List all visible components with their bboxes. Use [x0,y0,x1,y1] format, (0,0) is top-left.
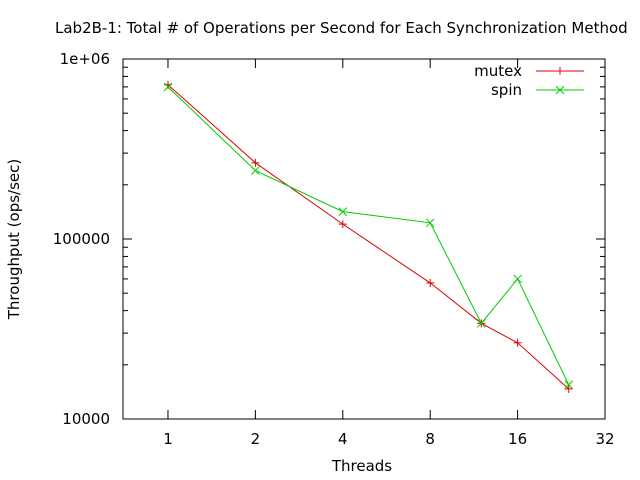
marker-cross-b [251,166,260,175]
marker-cross-b [564,380,574,390]
legend-marker [556,67,564,75]
data-point [163,82,173,92]
series-mutex [163,80,573,393]
legend-label: mutex [474,62,522,80]
marker-cross-b [513,274,522,284]
x-tick-label: 1 [163,430,173,448]
data-point [426,278,435,287]
x-tick-label: 2 [251,430,261,448]
marker-cross-b [476,318,486,328]
data-point [476,318,486,328]
data-point [564,380,574,390]
x-tick-label: 4 [338,430,348,448]
data-point [338,220,347,229]
x-tick-label: 16 [508,430,527,448]
legend-marker [555,85,565,95]
marker-cross-b [555,85,565,95]
y-tick-label: 1e+06 [60,50,110,68]
y-tick-label: 100000 [53,230,110,248]
y-axis-label: Throughput (ops/sec) [5,159,23,320]
legend-label: spin [491,81,522,99]
data-point [513,338,522,347]
marker-cross-b [163,82,173,92]
series-line [167,86,570,385]
x-tick-label: 32 [595,430,614,448]
marker-cross-b [425,218,435,228]
data-point [564,384,573,393]
chart-title: Lab2B-1: Total # of Operations per Secon… [55,19,628,37]
series-spin [163,82,574,390]
data-point [251,158,260,167]
data-point [513,274,522,284]
data-point [338,207,348,216]
marker-cross-b [338,207,348,216]
x-tick-label: 8 [425,430,435,448]
x-axis-ticks: 1 2 4 8 16 32 [163,59,615,448]
y-axis-ticks: 10000 100000 1e+06 [53,50,605,428]
series-line [167,84,570,390]
data-point [425,218,435,228]
series-group [163,80,574,393]
x-axis-label: Threads [331,457,392,475]
data-point [251,166,260,175]
y-tick-label: 10000 [62,410,110,428]
